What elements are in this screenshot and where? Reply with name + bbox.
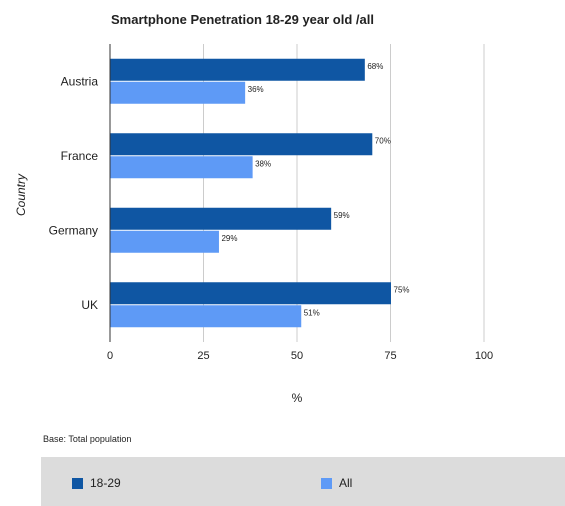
x-tick-label: 25 [197,350,209,362]
x-tick-labels: 0 25 50 75 100 [107,350,493,362]
legend-swatch-all [321,477,332,489]
data-label: 68% [367,62,383,71]
bars: 68% 36% 70% 38% 59% 29% 75% 51% [110,58,410,328]
bar-austria-18-29 [110,58,365,81]
x-tick-label: 50 [291,350,303,362]
x-tick-label: 0 [107,350,113,362]
chart-title: Smartphone Penetration 18-29 year old /a… [111,12,374,27]
bar-uk-all [110,305,302,328]
legend-item-18-29: 18-29 [72,476,121,490]
x-tick-label: 100 [475,350,493,362]
bar-france-all [110,156,253,179]
data-label: 29% [221,234,237,243]
data-label: 36% [248,85,264,94]
legend-swatch-18-29 [72,477,83,489]
bar-germany-all [110,230,219,253]
data-label: 75% [394,285,410,294]
category-label-france: France [61,149,99,163]
base-note: Base: Total population [43,434,132,444]
bar-france-18-29 [110,133,373,156]
data-label: 38% [255,159,271,168]
data-label: 51% [304,308,320,317]
y-axis-label: Country [14,173,28,216]
x-tick-label: 75 [384,350,396,362]
category-label-uk: UK [81,298,98,312]
legend-label-all: All [339,476,353,490]
legend-label-18-29: 18-29 [90,476,121,490]
x-axis-label: % [292,391,303,405]
category-label-austria: Austria [61,74,99,88]
legend-item-all: All [321,476,352,490]
category-labels: Austria France Germany UK [49,74,99,312]
bar-uk-18-29 [110,282,391,305]
legend: 18-29 All [41,457,565,506]
bar-austria-all [110,81,246,104]
category-label-germany: Germany [49,223,98,237]
data-label: 70% [375,136,391,145]
chart: Smartphone Penetration 18-29 year old /a… [14,12,493,405]
bar-germany-18-29 [110,207,332,230]
data-label: 59% [334,211,350,220]
